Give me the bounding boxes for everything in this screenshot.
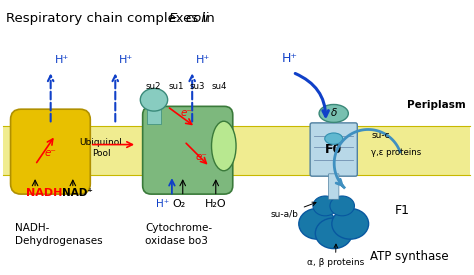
Text: Respiratory chain complexes in: Respiratory chain complexes in xyxy=(6,12,219,26)
Text: Ubiquinol
Pool: Ubiquinol Pool xyxy=(80,138,123,158)
Text: H⁺: H⁺ xyxy=(156,199,169,208)
Text: NADH: NADH xyxy=(26,188,62,198)
Text: H⁺: H⁺ xyxy=(55,55,69,65)
Text: F0: F0 xyxy=(325,143,342,156)
Ellipse shape xyxy=(315,218,352,249)
Text: NADH-
Dehydrogenases: NADH- Dehydrogenases xyxy=(15,222,103,246)
Text: H⁺: H⁺ xyxy=(119,55,133,65)
Text: su-c: su-c xyxy=(372,131,390,140)
Ellipse shape xyxy=(299,208,336,239)
Text: F1: F1 xyxy=(395,204,410,217)
Bar xyxy=(147,104,161,124)
Text: α, β proteins: α, β proteins xyxy=(307,244,364,267)
Ellipse shape xyxy=(211,121,236,171)
Text: H⁺: H⁺ xyxy=(282,52,298,65)
Text: Periplasm: Periplasm xyxy=(407,100,466,111)
FancyBboxPatch shape xyxy=(143,106,233,194)
Text: e⁻: e⁻ xyxy=(45,148,56,158)
Text: ATP synthase: ATP synthase xyxy=(370,250,449,263)
Text: E. coli: E. coli xyxy=(169,12,208,26)
Ellipse shape xyxy=(325,133,343,144)
Text: δ: δ xyxy=(330,108,337,119)
Text: su-a/b: su-a/b xyxy=(271,202,316,219)
Text: H₂O: H₂O xyxy=(205,199,227,210)
Ellipse shape xyxy=(319,104,348,122)
Text: su4: su4 xyxy=(211,82,227,91)
Text: e⁻: e⁻ xyxy=(196,152,208,162)
Text: γ,ε proteins: γ,ε proteins xyxy=(372,148,422,157)
Ellipse shape xyxy=(313,196,337,216)
Text: su1: su1 xyxy=(169,82,184,91)
Ellipse shape xyxy=(332,208,369,239)
Text: H⁺: H⁺ xyxy=(196,55,210,65)
Text: NAD⁺: NAD⁺ xyxy=(62,188,92,198)
FancyBboxPatch shape xyxy=(328,174,339,199)
Text: su2: su2 xyxy=(145,82,161,91)
Text: su3: su3 xyxy=(189,82,205,91)
FancyBboxPatch shape xyxy=(310,123,357,176)
Text: e⁻: e⁻ xyxy=(180,108,192,118)
Ellipse shape xyxy=(140,89,168,111)
Ellipse shape xyxy=(330,196,355,216)
Text: O₂: O₂ xyxy=(173,199,186,210)
Bar xyxy=(3,126,470,175)
Text: Cytochrome-
oxidase bo3: Cytochrome- oxidase bo3 xyxy=(145,222,212,246)
FancyBboxPatch shape xyxy=(10,109,90,194)
